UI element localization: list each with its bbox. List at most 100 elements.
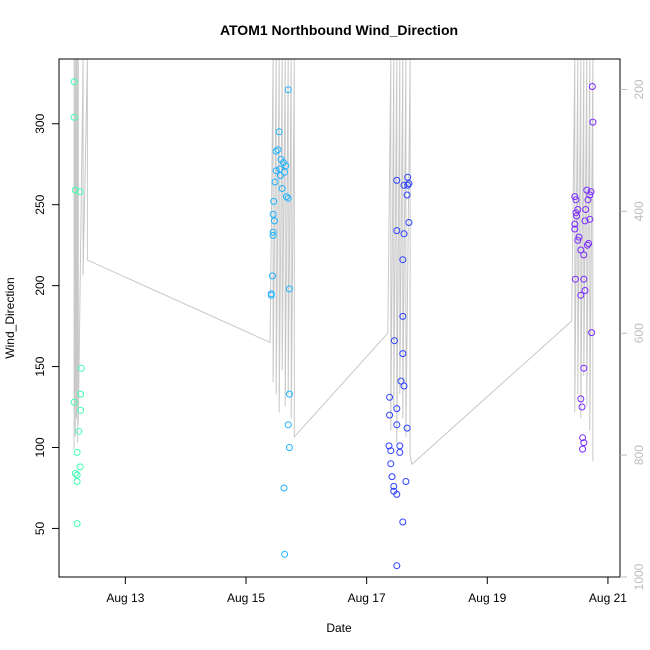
data-point: [403, 191, 411, 199]
data-point: [281, 550, 289, 558]
secondary-line-layer: [73, 58, 594, 466]
data-point: [399, 518, 407, 526]
y-tick-label: 250: [33, 194, 47, 214]
data-point: [285, 285, 293, 293]
data-point: [575, 233, 583, 241]
data-point: [580, 439, 588, 447]
data-point: [285, 444, 293, 451]
data-point: [588, 329, 596, 337]
data-point: [387, 447, 395, 455]
data-point: [397, 377, 405, 385]
data-point: [388, 473, 396, 481]
secondary-line: [73, 58, 594, 466]
data-point: [582, 206, 590, 213]
data-point: [400, 382, 408, 390]
data-point: [77, 390, 85, 398]
y2-tick-label: 200: [632, 79, 646, 99]
data-point: [580, 251, 588, 259]
data-point: [403, 424, 411, 432]
data-point: [76, 463, 84, 471]
data-point: [581, 217, 589, 225]
data-point: [284, 194, 292, 202]
data-point: [70, 78, 78, 86]
data-point: [70, 113, 78, 121]
y-tick-label: 150: [33, 356, 47, 376]
data-point: [573, 212, 581, 220]
data-point: [402, 478, 410, 485]
data-point: [284, 421, 292, 429]
data-point: [278, 185, 286, 192]
y2-tick-label: 800: [632, 445, 646, 465]
data-point: [73, 478, 81, 485]
data-point: [580, 275, 588, 283]
data-point: [385, 442, 393, 450]
data-point: [581, 287, 589, 294]
y-tick-label: 200: [33, 275, 47, 295]
data-point: [399, 350, 407, 358]
y-tick-label: 50: [33, 521, 47, 535]
data-point: [73, 448, 81, 456]
x-tick-label: Aug 13: [106, 591, 144, 605]
data-point: [271, 178, 279, 186]
data-point: [589, 118, 597, 126]
data-point: [405, 180, 413, 188]
data-point: [70, 398, 78, 406]
data-point: [587, 188, 595, 196]
data-point: [387, 460, 395, 468]
data-point: [577, 395, 585, 403]
data-point: [77, 364, 85, 372]
data-point: [583, 186, 591, 194]
data-point: [276, 172, 284, 180]
data-point: [285, 390, 293, 398]
data-point: [393, 562, 401, 570]
y-axis: 50 100 150 200 250 300: [33, 113, 59, 535]
data-point: [390, 482, 398, 490]
data-point: [574, 206, 582, 213]
data-point: [393, 176, 401, 184]
y2-axis: 200 400 600 800 1000: [620, 79, 646, 590]
data-point: [71, 469, 79, 477]
data-point: [276, 165, 284, 173]
data-point: [579, 445, 587, 453]
data-point: [399, 312, 407, 320]
data-point: [577, 246, 585, 254]
data-point: [584, 196, 592, 204]
y2-tick-label: 400: [632, 201, 646, 221]
data-point: [577, 291, 585, 299]
data-point: [76, 188, 84, 196]
data-point: [267, 291, 275, 299]
data-point: [280, 484, 288, 492]
data-point: [572, 196, 580, 204]
data-point: [77, 406, 85, 414]
data-point: [579, 434, 587, 442]
chart-title: ATOM1 Northbound Wind_Direction: [220, 22, 458, 38]
data-point: [73, 471, 81, 479]
data-point: [73, 520, 81, 528]
data-point: [281, 168, 289, 176]
data-point: [580, 364, 588, 372]
data-point: [574, 236, 582, 244]
data-point: [269, 272, 276, 280]
x-tick-label: Aug 21: [589, 591, 627, 605]
y2-tick-label: 1000: [632, 563, 646, 590]
data-point: [404, 173, 412, 181]
y2-tick-label: 600: [632, 323, 646, 343]
data-point: [396, 448, 404, 456]
data-point: [270, 197, 278, 205]
data-point: [583, 241, 591, 249]
data-point: [275, 128, 283, 136]
scatter-point-layer: [70, 78, 597, 570]
data-point: [571, 225, 579, 233]
data-point: [586, 191, 594, 199]
data-point: [405, 219, 413, 226]
x-tick-label: Aug 15: [227, 591, 265, 605]
data-point: [393, 421, 401, 429]
data-point: [578, 403, 586, 411]
x-axis: Aug 13 Aug 15 Aug 17 Aug 19 Aug 21: [106, 577, 627, 605]
plot-frame: [58, 58, 621, 578]
data-point: [274, 146, 282, 154]
data-point: [400, 230, 408, 238]
data-point: [586, 215, 594, 223]
data-point: [270, 217, 278, 225]
